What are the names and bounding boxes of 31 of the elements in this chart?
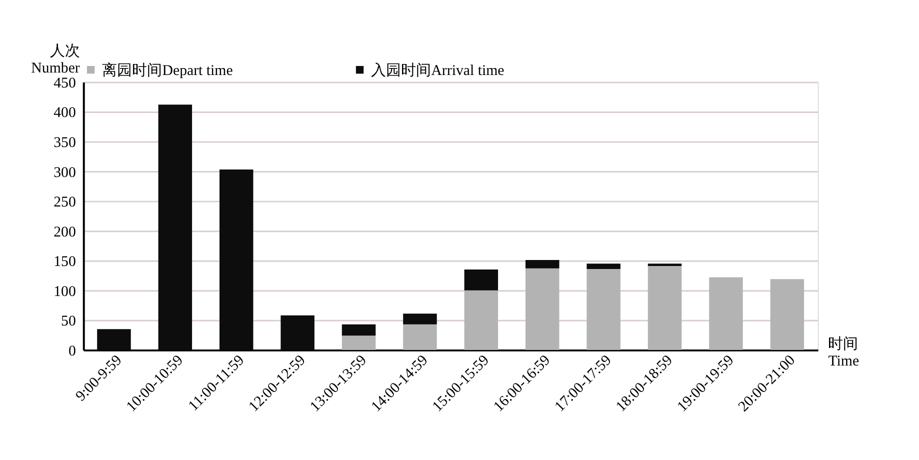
bar [464,270,498,290]
y-tick-label: 250 [54,194,76,211]
bar [158,104,192,350]
x-axis-title: 时间 Time [828,335,860,370]
y-tick-label: 150 [54,254,76,270]
bar [464,290,498,350]
bar [770,279,804,350]
bar [648,266,682,350]
y-tick-label: 100 [54,284,76,300]
bar [97,329,131,350]
bar [280,315,314,350]
bar [586,264,620,269]
y-tick-label: 50 [61,314,76,330]
y-tick-label: 350 [54,134,76,151]
y-tick-label: 0 [68,343,76,360]
bar [403,324,437,350]
y-tick-label: 450 [54,75,76,92]
bar [403,314,437,324]
bar [525,268,560,350]
y-tick-label: 300 [54,164,76,181]
y-tick-label: 400 [54,105,76,122]
legend-label: 离园时间Depart time [102,62,234,79]
y-tick-label: 200 [54,224,76,240]
bar [342,324,376,336]
legend-label: 入园时间Arrival time [371,62,505,79]
bar [342,336,376,350]
bar [219,170,254,350]
bar [709,277,743,350]
y-axis-title: 人次 Number [31,44,80,77]
bar [525,260,560,268]
bar [586,268,620,350]
